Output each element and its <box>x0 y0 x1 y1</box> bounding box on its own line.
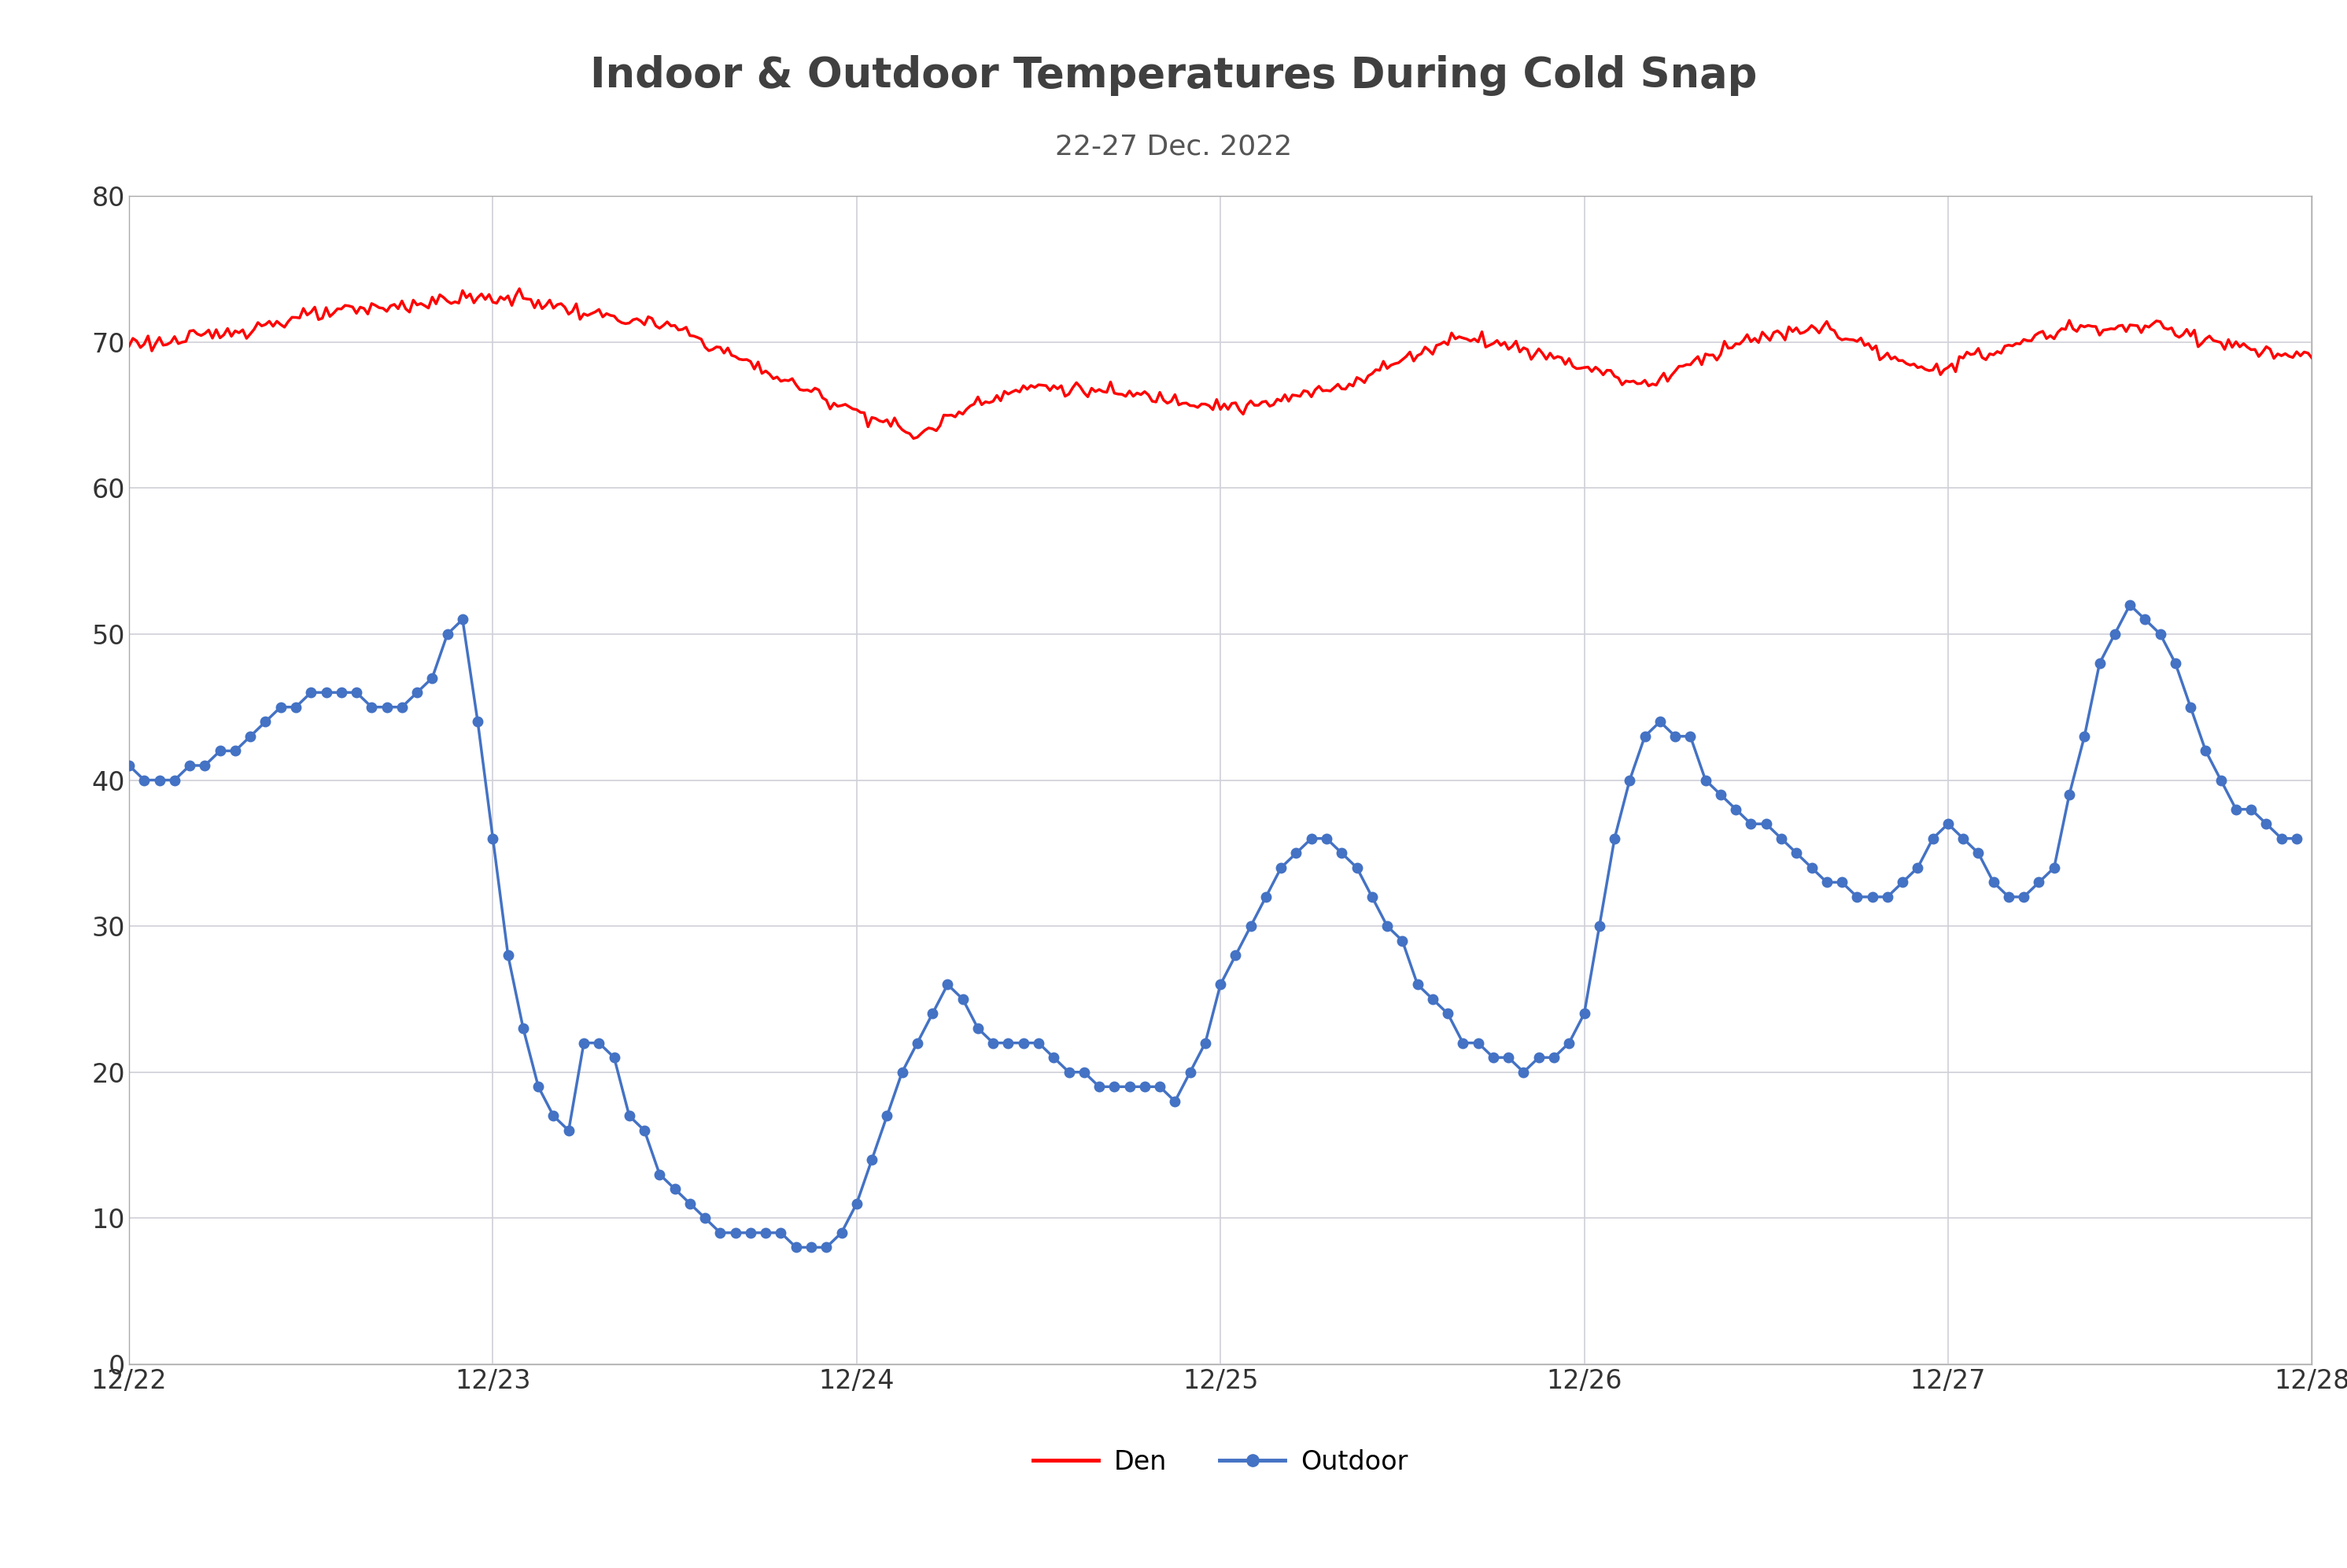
Outdoor <box>782 1239 810 1258</box>
Line: Outdoor: Outdoor <box>124 601 2302 1253</box>
Den <box>1453 329 1481 348</box>
Outdoor <box>1676 728 1704 746</box>
Den <box>1645 368 1673 387</box>
Outdoor <box>1903 858 1932 877</box>
Den <box>1737 332 1765 351</box>
Outdoor <box>2117 596 2145 615</box>
Den <box>425 285 453 304</box>
Den <box>1483 331 1511 350</box>
Den <box>115 337 143 356</box>
Outdoor <box>268 698 296 717</box>
Text: 22-27 Dec. 2022: 22-27 Dec. 2022 <box>1056 133 1291 160</box>
Den <box>899 430 927 448</box>
Outdoor <box>2284 829 2312 848</box>
Outdoor <box>115 756 143 775</box>
Outdoor <box>798 1239 826 1258</box>
Outdoor <box>434 624 462 643</box>
Den <box>505 279 533 298</box>
Den <box>2298 348 2326 367</box>
Den <box>1915 361 1943 379</box>
Legend: Den, Outdoor: Den, Outdoor <box>1023 1438 1418 1485</box>
Text: Indoor & Outdoor Temperatures During Cold Snap: Indoor & Outdoor Temperatures During Col… <box>589 55 1758 96</box>
Outdoor <box>1873 887 1901 906</box>
Line: Den: Den <box>129 289 2312 439</box>
